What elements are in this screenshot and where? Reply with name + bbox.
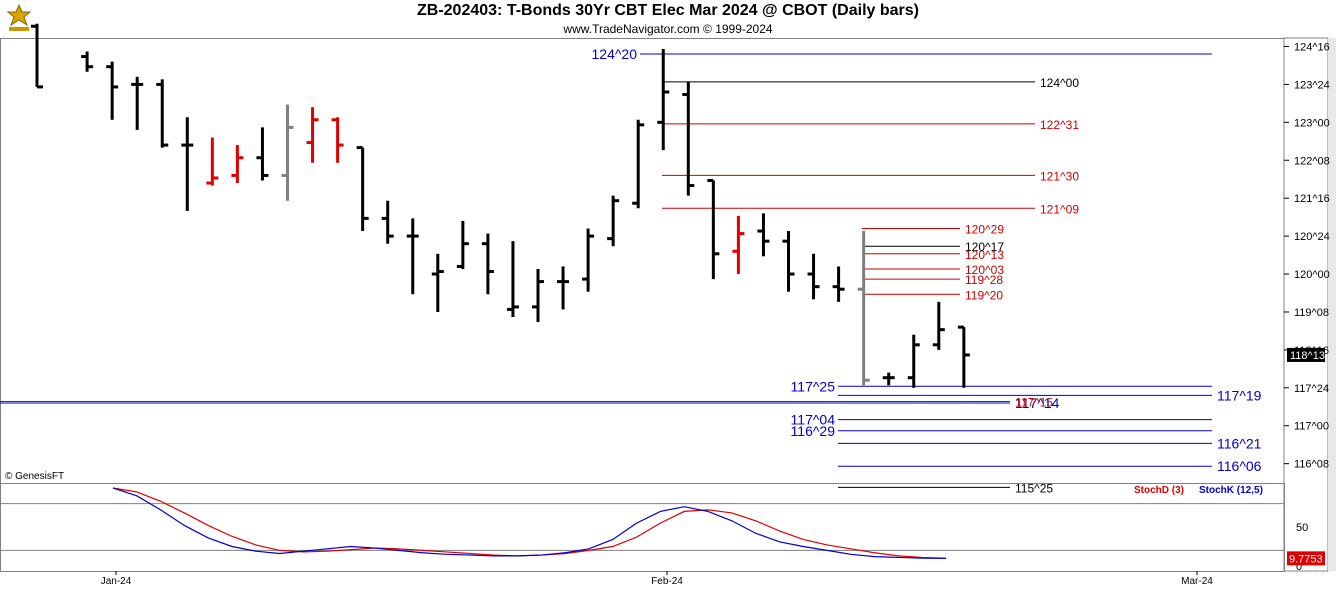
stoch-value-label: 9.7753 <box>1289 553 1323 565</box>
ohlc-bar[interactable] <box>882 372 895 386</box>
ohlc-bar[interactable] <box>306 107 319 163</box>
ohlc-bar[interactable] <box>381 200 394 244</box>
price-panel-frame <box>0 38 1285 484</box>
time-axis: Jan-24 Feb-24 Mar-24 <box>101 571 1213 587</box>
scrollbar-track[interactable] <box>1328 38 1336 571</box>
ohlc-bar[interactable] <box>431 253 444 312</box>
price-tick-label: 121^16 <box>1294 193 1330 205</box>
price-tick-label: 120^00 <box>1294 269 1330 281</box>
ohlc-bar[interactable] <box>181 117 194 211</box>
ohlc-bar[interactable] <box>832 266 845 302</box>
stochastic-panel: 50 0 StochD (3) StochK (12,5) 9.7753 <box>0 483 1325 573</box>
price-tick-label: 117^00 <box>1294 421 1329 433</box>
ohlc-bar[interactable] <box>782 231 795 292</box>
ohlc-bar[interactable] <box>807 253 820 300</box>
ohlc-bar[interactable] <box>932 301 945 350</box>
ohlc-bar[interactable] <box>532 268 544 323</box>
ohlc-bar[interactable] <box>281 104 294 201</box>
stoch-tick-label: 0 <box>1296 561 1302 573</box>
ohlc-bar[interactable] <box>707 178 720 280</box>
price-tick-label: 120^24 <box>1294 231 1330 243</box>
price-panel <box>0 38 1285 484</box>
ohlc-bar[interactable] <box>256 127 269 181</box>
level-label: 124^20 <box>592 46 638 62</box>
stoch-tick-label: 50 <box>1296 522 1308 534</box>
ohlc-bar[interactable] <box>156 79 169 148</box>
ohlc-bar[interactable] <box>231 145 244 184</box>
chart-subtitle: www.TradeNavigator.com © 1999-2024 <box>563 22 773 36</box>
ohlc-bar[interactable] <box>31 23 43 89</box>
level-label: 117^04 <box>791 412 836 428</box>
level-label: 119^20 <box>965 288 1003 302</box>
ohlc-bar[interactable] <box>632 119 645 209</box>
price-tick-label: 123^24 <box>1294 79 1330 91</box>
ohlc-bar[interactable] <box>456 220 469 269</box>
ohlc-bar[interactable] <box>857 231 870 386</box>
support-resistance-levels: 124^20 124^00 122^31 121^30 121^09 120^29 120^… <box>0 46 1262 495</box>
trade-navigator-logo-icon <box>3 2 35 34</box>
ohlc-bar[interactable] <box>557 266 570 310</box>
ohlc-bar[interactable] <box>957 325 970 388</box>
time-tick-label: Mar-24 <box>1181 576 1213 587</box>
ohlc-bar[interactable] <box>907 334 920 388</box>
level-label: 117^19 <box>1217 387 1262 403</box>
last-price-tag <box>1287 347 1325 362</box>
time-tick-label: Jan-24 <box>101 576 132 587</box>
level-label: 120^03 <box>965 263 1004 277</box>
level-label: 116^21 <box>1217 435 1262 451</box>
level-label: 120^13 <box>965 248 1004 262</box>
ohlc-bar[interactable] <box>131 76 144 130</box>
level-label: 124^00 <box>1040 76 1079 90</box>
legend-stochK: StochK (12,5) <box>1199 485 1263 496</box>
level-label: 120^29 <box>965 223 1004 237</box>
ohlc-bar[interactable] <box>406 218 419 295</box>
price-tick-label: 117^24 <box>1294 383 1329 395</box>
level-label: 117^15 <box>1015 395 1053 409</box>
price-tick-label: 116^08 <box>1294 459 1329 471</box>
chart-header: ZB-202403: T-Bonds 30Yr CBT Elec Mar 202… <box>0 0 1336 38</box>
level-label: 121^30 <box>1040 169 1079 183</box>
price-tick-label: 123^00 <box>1294 117 1330 129</box>
ohlc-bar[interactable] <box>682 81 695 196</box>
right-axis-strip <box>1283 37 1329 572</box>
stoch-series-line <box>112 487 947 559</box>
price-tick-label: 122^08 <box>1294 155 1330 167</box>
ohlc-bar[interactable] <box>81 51 94 72</box>
stoch-value-tag <box>1287 551 1325 566</box>
ohlc-bar[interactable] <box>582 228 595 292</box>
ohlc-bars <box>31 23 970 388</box>
price-tick-label: 124^16 <box>1294 41 1330 53</box>
ohlc-bar[interactable] <box>106 61 119 120</box>
ohlc-bar[interactable] <box>331 117 344 163</box>
level-label: 121^09 <box>1040 202 1079 216</box>
ohlc-bar[interactable] <box>506 241 519 318</box>
level-label: 117^14 <box>1015 395 1060 411</box>
stoch-panel-frame <box>0 483 1285 572</box>
level-label: 115^25 <box>1015 481 1053 495</box>
ohlc-bar[interactable] <box>757 213 770 257</box>
level-label: 117^25 <box>791 378 836 394</box>
level-label: 119^28 <box>965 273 1003 287</box>
ohlc-bar[interactable] <box>356 146 369 232</box>
ohlc-bar[interactable] <box>732 215 745 275</box>
level-label: 116^06 <box>1217 458 1262 474</box>
price-tick-label: 119^08 <box>1294 307 1329 319</box>
ohlc-bar[interactable] <box>481 233 494 295</box>
time-tick-label: Feb-24 <box>651 576 683 587</box>
watermark: © GenesisFT <box>5 471 64 482</box>
last-price-label: 118^13 <box>1290 350 1325 362</box>
chart-title: ZB-202403: T-Bonds 30Yr CBT Elec Mar 202… <box>417 2 919 19</box>
ohlc-bar[interactable] <box>607 195 620 247</box>
level-label: 116^29 <box>791 423 836 439</box>
price-axis: 124^16 123^24 123^00 122^08 121^16 120^24 120^… <box>1283 37 1336 572</box>
ohlc-bar[interactable] <box>206 137 219 186</box>
ohlc-bar[interactable] <box>657 49 670 151</box>
level-label: 122^31 <box>1040 118 1079 132</box>
level-label: 120^17 <box>965 240 1004 254</box>
legend-stochD: StochD (3) <box>1134 485 1184 496</box>
